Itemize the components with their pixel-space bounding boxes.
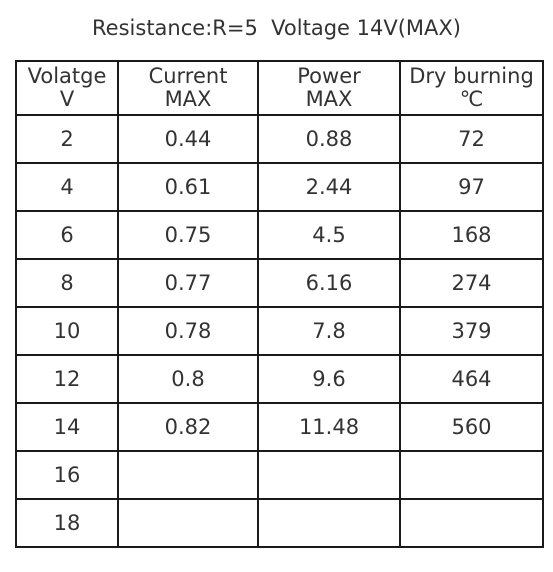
header-current-line1: Current	[148, 64, 228, 88]
header-power: Power MAX	[257, 60, 401, 116]
cell-voltage: 18	[15, 498, 119, 548]
cell-dry-burning: 97	[399, 162, 544, 212]
cell-dry-burning: 560	[399, 402, 544, 452]
table-row: 10 0.78 7.8 379	[15, 306, 544, 356]
header-voltage: Volatge V	[15, 60, 119, 116]
header-dry-burning-unit: ℃	[459, 87, 484, 111]
cell-power: 7.8	[257, 306, 401, 356]
spec-table: Volatge V Current MAX Power MAX Dry burn…	[15, 60, 544, 548]
cell-voltage: 12	[15, 354, 119, 404]
header-dry-burning: Dry burning ℃	[399, 60, 544, 116]
cell-voltage: 4	[15, 162, 119, 212]
table-row: 18	[15, 498, 544, 548]
cell-dry-burning	[399, 450, 544, 500]
cell-current	[117, 498, 259, 548]
cell-current	[117, 450, 259, 500]
cell-power: 9.6	[257, 354, 401, 404]
cell-voltage: 16	[15, 450, 119, 500]
cell-current: 0.82	[117, 402, 259, 452]
cell-dry-burning: 464	[399, 354, 544, 404]
table-row: 2 0.44 0.88 72	[15, 114, 544, 164]
cell-dry-burning: 274	[399, 258, 544, 308]
cell-dry-burning: 379	[399, 306, 544, 356]
cell-power: 11.48	[257, 402, 401, 452]
table-row: 16	[15, 450, 544, 500]
cell-power: 0.88	[257, 114, 401, 164]
table-row: 8 0.77 6.16 274	[15, 258, 544, 308]
table-row: 4 0.61 2.44 97	[15, 162, 544, 212]
cell-power	[257, 498, 401, 548]
cell-power: 4.5	[257, 210, 401, 260]
cell-current: 0.75	[117, 210, 259, 260]
cell-power: 6.16	[257, 258, 401, 308]
cell-power: 2.44	[257, 162, 401, 212]
header-voltage-unit: V	[59, 87, 75, 111]
cell-dry-burning	[399, 498, 544, 548]
cell-current: 0.61	[117, 162, 259, 212]
cell-dry-burning: 72	[399, 114, 544, 164]
table-row: 14 0.82 11.48 560	[15, 402, 544, 452]
cell-voltage: 8	[15, 258, 119, 308]
table-row: 12 0.8 9.6 464	[15, 354, 544, 404]
cell-current: 0.78	[117, 306, 259, 356]
header-row: Volatge V Current MAX Power MAX Dry burn…	[15, 60, 544, 116]
header-current: Current MAX	[117, 60, 259, 116]
table-header: Volatge V Current MAX Power MAX Dry burn…	[15, 60, 544, 116]
header-dry-burning-line1: Dry burning	[409, 64, 534, 88]
cell-dry-burning: 168	[399, 210, 544, 260]
cell-current: 0.77	[117, 258, 259, 308]
cell-voltage: 10	[15, 306, 119, 356]
cell-voltage: 6	[15, 210, 119, 260]
table-title: Resistance:R=5 Voltage 14V(MAX)	[92, 16, 461, 40]
table-row: 6 0.75 4.5 168	[15, 210, 544, 260]
header-voltage-line1: Volatge	[27, 64, 107, 88]
header-power-line1: Power	[297, 64, 361, 88]
header-current-line2: MAX	[164, 87, 212, 111]
table-body: 2 0.44 0.88 72 4 0.61 2.44 97 6 0.75 4.5…	[15, 114, 544, 548]
cell-power	[257, 450, 401, 500]
cell-voltage: 2	[15, 114, 119, 164]
header-power-line2: MAX	[305, 87, 353, 111]
cell-current: 0.8	[117, 354, 259, 404]
cell-voltage: 14	[15, 402, 119, 452]
cell-current: 0.44	[117, 114, 259, 164]
